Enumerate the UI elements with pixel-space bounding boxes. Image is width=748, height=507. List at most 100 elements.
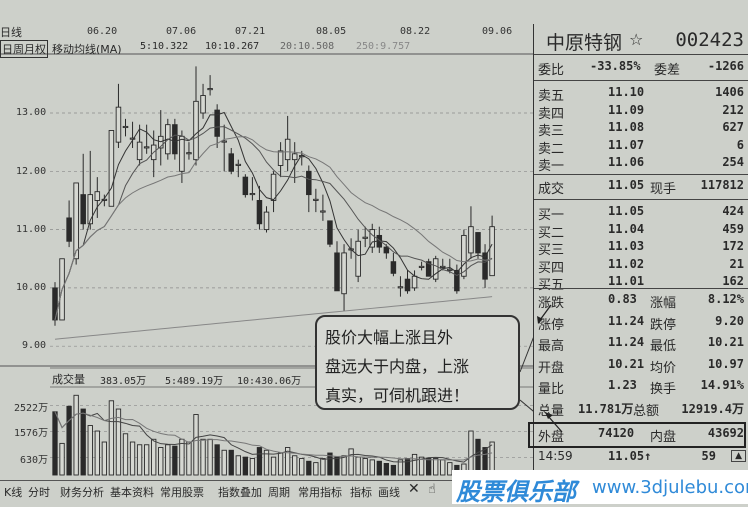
- stat-value: 0.83: [608, 292, 637, 306]
- deal-label: 成交: [538, 182, 565, 197]
- candle-up: [468, 226, 474, 254]
- sell-volume: 627: [722, 120, 744, 134]
- volume-bar-up: [179, 438, 185, 476]
- watermark: 股票俱乐部 www.3djulebu.com: [452, 470, 748, 506]
- volume-bar-up: [440, 459, 446, 476]
- period-tab[interactable]: 日周月权: [0, 40, 48, 58]
- ma5-value: 5:10.322: [140, 41, 189, 52]
- candle-up: [355, 240, 361, 277]
- buy-level-label: 买四: [538, 260, 565, 276]
- candle-up: [186, 152, 192, 155]
- deal-price: 11.05: [608, 178, 645, 192]
- volume-current: 383.05万: [100, 376, 147, 387]
- volume-bar-down: [66, 405, 72, 476]
- volume-bar-up: [263, 449, 270, 476]
- volume-bar-up: [299, 458, 305, 476]
- sell-level-row: 卖二 11.07 6: [538, 137, 744, 157]
- favorite-star-icon[interactable]: ☆: [629, 30, 644, 49]
- volume-bar-down: [172, 445, 178, 476]
- tick-price: 11.05↑: [608, 449, 652, 463]
- stat-label-2: 最低: [650, 339, 677, 354]
- close-icon[interactable]: ✕: [408, 481, 420, 497]
- x-tick: 09.06: [482, 26, 513, 37]
- volume-bar-up: [165, 444, 171, 476]
- sell-price: 11.08: [608, 120, 645, 134]
- buy-level-row: 买二 11.04 459: [538, 221, 744, 241]
- weibi-label: 委比: [538, 63, 565, 78]
- sell-price: 11.10: [608, 85, 645, 99]
- hand-pointer-icon[interactable]: ☝: [428, 482, 436, 497]
- volume-bar-up: [143, 444, 150, 476]
- volume-bar-up: [270, 456, 277, 476]
- volume-bar-up: [200, 438, 206, 476]
- ma250-value: 250:9.757: [356, 41, 411, 52]
- buy-volume: 172: [722, 239, 744, 253]
- volume-bar-down: [80, 408, 86, 476]
- stat-value-2: 10.21: [707, 335, 744, 349]
- volume-bar-down: [228, 449, 234, 476]
- volume-label: 成交量: [52, 373, 85, 386]
- sell-volume: 6: [736, 137, 744, 152]
- callout-line: 盘远大于内盘，上涨: [325, 357, 470, 376]
- volume-bar-down: [242, 456, 248, 476]
- watermark-url: www.3djulebu.com: [592, 477, 748, 498]
- candle-up: [129, 137, 136, 140]
- outer-value: 74120: [598, 426, 635, 440]
- stock-code: 002423: [675, 29, 744, 51]
- candle-up: [440, 265, 446, 268]
- stat-label-2: 均价: [650, 360, 677, 376]
- kline-chart[interactable]: [0, 0, 533, 480]
- toolbar-indicators[interactable]: 指标: [350, 486, 372, 499]
- scroll-up-icon[interactable]: ▲: [731, 450, 746, 462]
- stat-label: 涨跌: [538, 296, 565, 311]
- volume-bar-up: [221, 449, 227, 476]
- tick-volume: 59: [701, 449, 716, 463]
- candle-up: [87, 194, 93, 225]
- volume-bar-up: [341, 455, 347, 476]
- toolbar-favorites[interactable]: 常用股票: [160, 486, 204, 499]
- toolbar-draw[interactable]: 画线: [378, 486, 400, 499]
- stat-value: 1.23: [608, 378, 637, 392]
- y-tick: 13.00: [16, 107, 47, 118]
- candle-up: [320, 210, 326, 213]
- candle-up: [179, 135, 185, 172]
- sell-level-row: 卖五 11.10 1406: [538, 85, 744, 104]
- candle-up: [108, 130, 115, 207]
- annotation-callout: 股价大幅上涨且外 盘远大于内盘，上涨 真实，可伺机跟进！: [315, 315, 520, 410]
- bottom-toolbar: K线 分时 财务分析 基本资料 常用股票 指数叠加 周期 常用指标 指标 画线 …: [0, 480, 533, 502]
- volume-bar-up: [73, 394, 79, 476]
- volume-bar-up: [129, 441, 136, 476]
- candle-up: [136, 141, 143, 161]
- candle-down: [454, 269, 460, 292]
- toolbar-kline[interactable]: K线: [4, 486, 23, 499]
- volume-bar-up: [355, 456, 361, 476]
- candle-up: [122, 125, 129, 129]
- buy-level-label: 买一: [538, 208, 565, 223]
- buy-price: 11.05: [608, 204, 645, 218]
- toolbar-finance[interactable]: 财务分析: [60, 486, 104, 499]
- volume-bar-up: [313, 462, 319, 476]
- candle-up: [461, 234, 467, 277]
- ma-title: 移动均线(MA): [52, 43, 122, 56]
- volume-bar-up: [101, 441, 108, 476]
- stat-label-2: 跌停: [650, 317, 677, 333]
- candle-up: [193, 100, 199, 161]
- toolbar-index-overlay[interactable]: 指数叠加: [218, 486, 262, 499]
- candle-down: [383, 246, 390, 254]
- buy-price: 11.04: [608, 221, 645, 236]
- sell-level-label: 卖二: [538, 141, 565, 157]
- toolbar-intraday[interactable]: 分时: [28, 486, 50, 499]
- toolbar-common-indicators[interactable]: 常用指标: [298, 486, 342, 499]
- candle-up: [284, 138, 291, 161]
- buy-volume: 459: [722, 221, 744, 236]
- buy-level-row: 买三 11.03 172: [538, 239, 744, 258]
- callout-line: 真实，可伺机跟进！: [325, 386, 470, 405]
- volume-bar-down: [426, 458, 432, 476]
- volume-bar-up: [362, 458, 368, 476]
- toolbar-profile[interactable]: 基本资料: [110, 486, 154, 499]
- volume-bar-up: [186, 441, 192, 476]
- x-tick: 08.05: [316, 26, 347, 37]
- candle-up: [101, 198, 108, 201]
- candle-down: [80, 194, 86, 225]
- toolbar-cycle[interactable]: 周期: [268, 486, 290, 499]
